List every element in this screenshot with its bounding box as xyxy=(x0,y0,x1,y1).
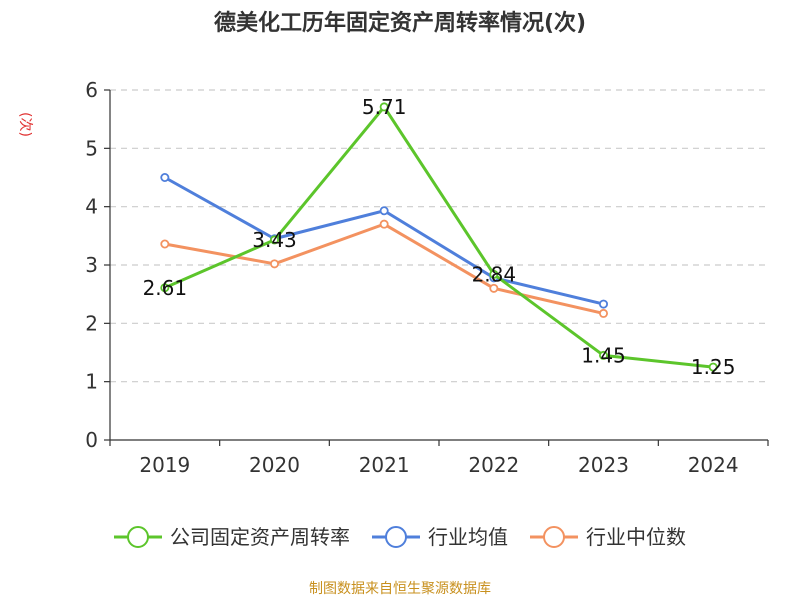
y-tick-label-1: 1 xyxy=(85,370,98,394)
data-point-1-2019 xyxy=(160,172,170,182)
grid-lines xyxy=(110,89,768,383)
data-point-0-2022 xyxy=(489,269,499,279)
source-note: 制图数据来自恒生聚源数据库 xyxy=(309,581,491,597)
data-labels: 2.61 3.43 5.71 2.84 1.45 1.25 xyxy=(143,95,736,379)
data-label-2021: 5.71 xyxy=(362,95,407,119)
data-point-2-2019 xyxy=(160,239,170,249)
series-line-2 xyxy=(164,222,604,315)
legend-item-2: 行业中位数 xyxy=(530,525,686,549)
x-tick-label-2020: 2020 xyxy=(249,453,300,477)
legend-label-2: 行业中位数 xyxy=(586,525,686,549)
legend-marker-2 xyxy=(543,526,565,548)
legend-label-0: 公司固定资产周转率 xyxy=(170,525,350,549)
x-tick-label-2023: 2023 xyxy=(578,453,629,477)
data-point-2-2021 xyxy=(379,219,389,229)
legend-marker-1 xyxy=(385,526,407,548)
series-line-0 xyxy=(164,105,714,369)
legend-item-1: 行业均值 xyxy=(372,525,508,549)
data-label-2019: 2.61 xyxy=(143,276,188,300)
x-tick-label-2022: 2022 xyxy=(468,453,519,477)
data-label-2024: 1.25 xyxy=(691,355,736,379)
series-line-1 xyxy=(164,176,604,306)
data-label-2022: 2.84 xyxy=(472,262,517,286)
data-point-0-2021 xyxy=(379,102,389,112)
series xyxy=(160,102,718,372)
legend-item-0: 公司固定资产周转率 xyxy=(114,525,350,549)
x-tick-label-2019: 2019 xyxy=(139,453,190,477)
legend-label-1: 行业均值 xyxy=(428,525,508,549)
y-tick-label-6: 6 xyxy=(85,78,98,102)
data-point-1-2021 xyxy=(379,206,389,216)
data-point-0-2024 xyxy=(708,362,718,372)
data-point-0-2019 xyxy=(160,283,170,293)
data-label-2020: 3.43 xyxy=(252,228,297,252)
data-point-0-2023 xyxy=(599,350,609,360)
legend-marker-0 xyxy=(127,526,149,548)
data-point-2-2020 xyxy=(269,259,279,269)
data-point-2-2023 xyxy=(599,308,609,318)
y-tick-label-0: 0 xyxy=(85,428,98,452)
legend: 公司固定资产周转率 行业均值 行业中位数 xyxy=(114,525,686,549)
x-tick-label-2024: 2024 xyxy=(688,453,739,477)
x-tick-label-2021: 2021 xyxy=(359,453,410,477)
axes: 0 1 2 3 4 5 6 2019 2020 2021 2022 2023 2024 xyxy=(85,78,769,477)
data-point-0-2020 xyxy=(269,235,279,245)
y-tick-label-4: 4 xyxy=(85,195,98,219)
data-point-1-2023 xyxy=(599,299,609,309)
y-tick-label-2: 2 xyxy=(85,311,98,335)
chart-title: 德美化工历年固定资产周转率情况(次) xyxy=(213,11,587,36)
data-point-2-2022 xyxy=(489,283,499,293)
data-label-2023: 1.45 xyxy=(581,343,626,367)
y-tick-label-3: 3 xyxy=(85,253,98,277)
y-tick-label-5: 5 xyxy=(85,136,98,160)
